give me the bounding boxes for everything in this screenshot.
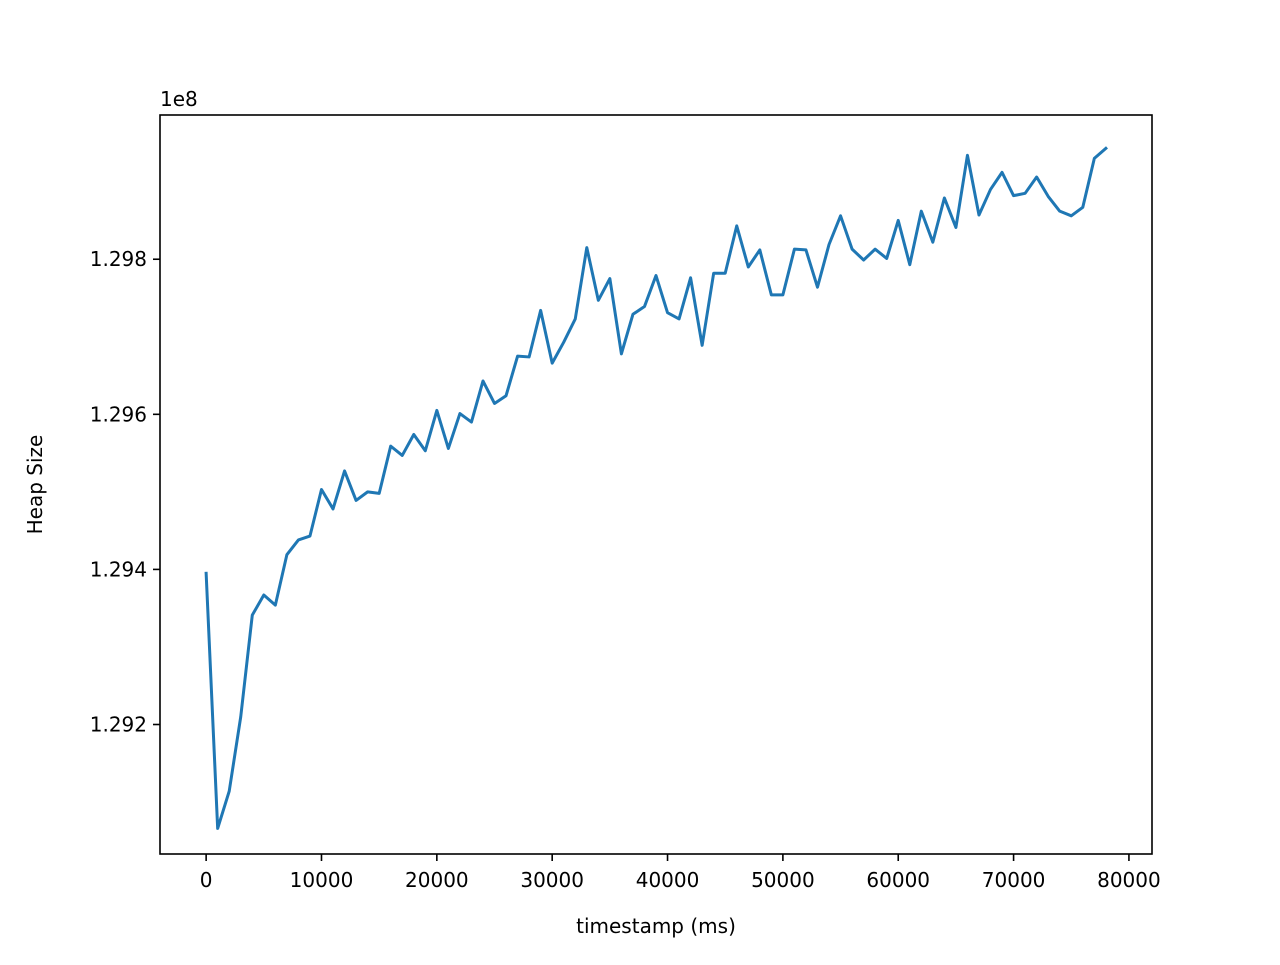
x-tick-label: 10000	[290, 868, 354, 892]
series-line	[204, 146, 1108, 830]
y-tick-label: 1.296	[90, 402, 147, 426]
series-layer	[204, 146, 1108, 830]
y-axis-offset-text: 1e8	[160, 87, 198, 111]
x-tick-label: 60000	[866, 868, 930, 892]
x-tick-label: 70000	[982, 868, 1046, 892]
y-axis-ticks: 1.292 1.294 1.296 1.298	[90, 247, 160, 737]
x-tick-label: 50000	[751, 868, 815, 892]
y-tick-label: 1.292	[90, 713, 147, 737]
plot-frame	[159, 114, 1153, 855]
x-tick-label: 20000	[405, 868, 469, 892]
x-axis-label: timestamp (ms)	[576, 914, 736, 938]
x-axis-ticks: 0 10000 20000 30000 40000 50000 60000 70000 8000…	[200, 854, 1161, 892]
x-tick-label: 80000	[1097, 868, 1161, 892]
y-tick-label: 1.298	[90, 247, 147, 271]
x-tick-label: 0	[200, 868, 213, 892]
x-tick-label: 40000	[636, 868, 700, 892]
y-axis-label: Heap Size	[23, 435, 47, 535]
y-tick-label: 1.294	[90, 557, 147, 581]
x-tick-label: 30000	[520, 868, 584, 892]
